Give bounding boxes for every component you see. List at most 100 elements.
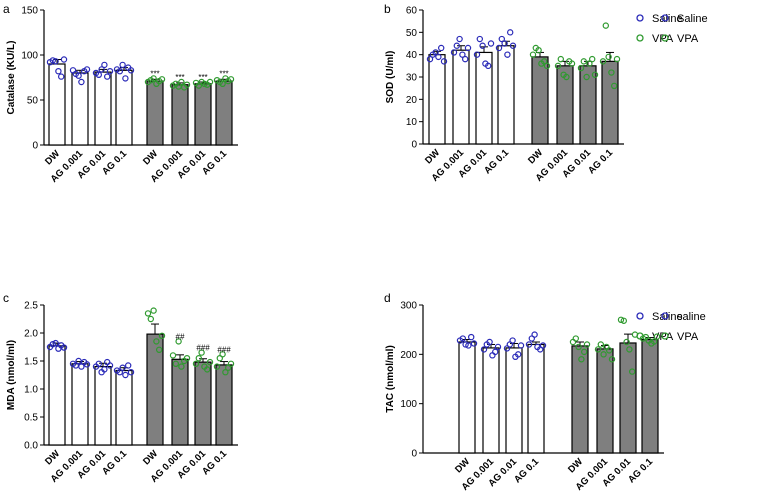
data-point [450,49,458,56]
data-point [629,368,636,375]
data-point [486,338,493,346]
data-point [492,348,499,356]
data-point [456,35,463,43]
data-point [144,310,152,317]
y-tick-label: 40 [406,50,418,61]
data-point [597,341,605,348]
bar [171,358,189,446]
x-tick-label: DW [43,448,62,467]
data-point [150,307,157,314]
data-point [206,78,214,86]
legend-label: VPA [677,33,699,45]
data-point [175,338,182,345]
data-point [498,35,505,43]
data-point [183,355,191,362]
data-point [517,342,525,349]
panel-label: c [3,291,9,305]
bar [505,347,523,454]
y-tick-label: 1.0 [24,385,38,396]
bar [94,366,112,446]
data-point [464,44,472,52]
data-point [72,362,80,369]
y-tick-label: 0 [32,141,38,152]
data-point [201,80,208,88]
data-point [440,58,448,65]
data-point [52,58,59,65]
data-point [127,67,135,74]
data-point [178,363,185,370]
data-point [539,342,547,349]
x-tick-label: AG 0.1 [100,148,130,178]
data-point [608,356,616,363]
y-tick-label: 60 [406,6,418,17]
panel-label: b [384,2,391,16]
legend-marker [661,312,669,320]
data-point [95,71,103,79]
data-point [227,76,235,83]
data-point [195,355,202,362]
y-tick-label: 1.5 [24,357,38,368]
data-point [479,42,486,49]
significance-label: *** [219,69,228,78]
data-point [605,53,612,61]
data-point [476,35,483,43]
data-point [515,351,522,358]
data-point [462,341,469,348]
x-tick-label: AG 0.1 [100,448,130,478]
legend-marker [661,14,669,22]
data-point [626,346,633,353]
significance-label: *** [175,73,184,82]
data-point [557,55,565,63]
significance-label: ### [196,344,210,353]
y-axis-title: MDA (nmol/ml) [6,340,17,410]
legend-marker [661,332,669,340]
data-point [122,371,129,379]
data-point [583,73,590,81]
data-point [563,73,570,81]
panel-label: a [3,2,10,16]
data-point [631,331,639,338]
data-point [541,58,548,65]
data-point [158,332,166,339]
data-point [127,369,135,376]
data-point [572,335,580,342]
legend-marker [636,312,644,320]
x-tick-label: DW [141,448,160,467]
data-point [569,338,577,346]
data-point [178,78,185,86]
bar [115,369,133,446]
data-point [198,349,205,356]
data-point [106,67,114,75]
significance-label: *** [150,69,159,78]
bar [194,83,212,146]
data-point [509,337,516,344]
data-point [470,340,478,347]
data-point [531,331,538,338]
x-tick-label: AG 0.1 [200,148,230,178]
bar [619,342,637,454]
y-tick-label: 100 [400,399,417,410]
data-point [60,344,68,351]
y-tick-label: 50 [27,96,39,107]
data-point [529,51,537,58]
data-point [147,315,154,323]
x-tick-label: AG 0.1 [512,456,542,486]
data-point [119,61,126,69]
y-tick-label: 2.5 [24,301,38,312]
y-tick-label: 20 [406,95,418,106]
bar [146,333,164,446]
bar [458,341,476,454]
data-point [577,64,585,72]
bar [48,345,66,446]
data-point [183,81,191,88]
data-point [589,55,596,63]
data-point [586,60,593,67]
data-point [480,346,488,353]
legend-marker [661,34,669,42]
data-point [119,364,126,371]
data-point [432,49,439,56]
y-tick-label: 200 [400,350,417,361]
x-tick-label: DW [453,456,472,475]
data-point [122,75,129,82]
